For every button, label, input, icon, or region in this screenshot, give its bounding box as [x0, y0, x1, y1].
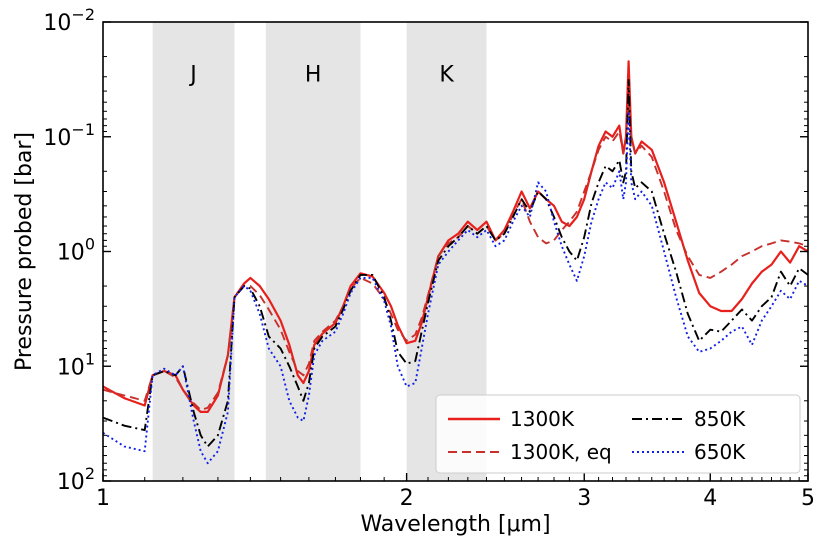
legend: 1300K 1300K, eq 850K 650K — [435, 394, 801, 474]
x-tick-label: 3 — [577, 486, 591, 511]
x-tick-label: 1 — [96, 486, 110, 511]
y-tick-label: 10−2 — [43, 5, 95, 36]
y-tick-base: 10 — [43, 11, 71, 36]
legend-label-1300k: 1300K — [510, 407, 575, 431]
x-tick-label: 4 — [703, 486, 717, 511]
series-line-850k — [102, 79, 809, 448]
series-lines — [102, 60, 809, 465]
y-tick-exponent: 1 — [85, 349, 95, 368]
x-tick-label: 2 — [400, 486, 414, 511]
y-tick-exponent: 2 — [85, 464, 95, 483]
y-tick-base: 10 — [43, 126, 71, 151]
x-axis-title: Wavelength [μm] — [360, 512, 550, 537]
y-tick-exponent: −1 — [71, 120, 95, 139]
y-tick-exponent: 0 — [85, 235, 95, 254]
legend-label-1300k-eq: 1300K, eq — [510, 440, 612, 464]
band-h-region — [265, 22, 361, 481]
band-k-label: K — [439, 62, 454, 87]
series-line-1300k — [102, 60, 809, 413]
series-line-650k — [102, 110, 809, 465]
legend-box — [435, 394, 801, 474]
legend-label-850k: 850K — [694, 407, 746, 431]
legend-label-650k: 650K — [694, 440, 746, 464]
band-h-label: H — [305, 62, 322, 87]
y-tick-label: 102 — [57, 464, 95, 495]
y-tick-exponent: −2 — [71, 5, 95, 24]
y-tick-base: 10 — [57, 470, 85, 495]
band-j-label: J — [188, 62, 197, 87]
x-tick-label: 5 — [801, 486, 815, 511]
y-tick-label: 10−1 — [43, 120, 95, 151]
y-axis-title: Pressure probed [bar] — [12, 132, 37, 371]
y-tick-label: 101 — [57, 349, 95, 380]
y-tick-label: 100 — [57, 235, 95, 266]
y-tick-base: 10 — [57, 241, 85, 266]
y-tick-base: 10 — [57, 355, 85, 380]
